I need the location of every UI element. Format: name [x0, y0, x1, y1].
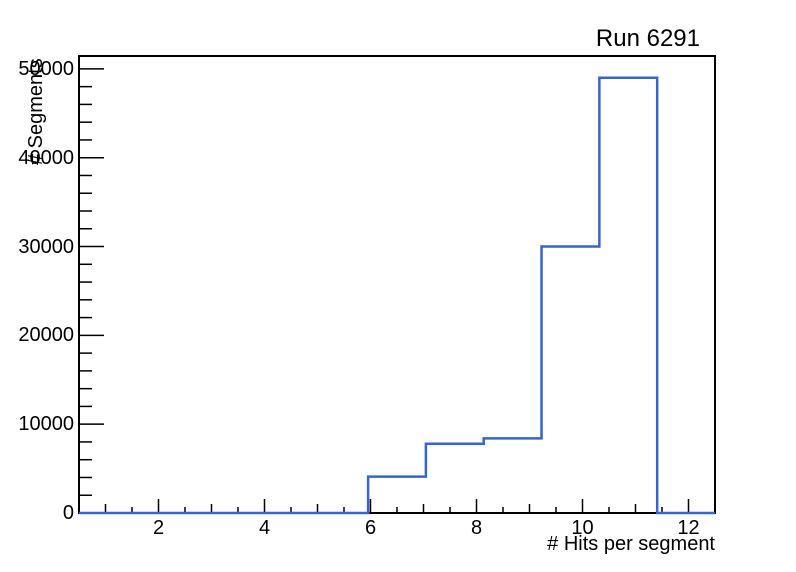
y-tick-label: 20000: [18, 324, 74, 347]
chart-title: Run 6291: [595, 25, 700, 52]
y-tick-label: 40000: [18, 146, 74, 169]
y-tick-label: 50000: [18, 57, 74, 80]
x-tick-label: 10: [571, 517, 594, 539]
plot-frame: [78, 55, 716, 514]
x-tick-label: 4: [258, 517, 271, 539]
x-tick-label: 8: [470, 517, 483, 539]
x-axis-ticks: [104, 499, 690, 513]
histogram-line: [79, 76, 715, 515]
x-tick-label: 6: [364, 517, 377, 539]
y-tick-label: 0: [62, 502, 74, 524]
x-axis-title: # Hits per segment: [547, 533, 715, 555]
x-tick-label: 12: [677, 517, 700, 539]
y-tick-label: 10000: [18, 413, 74, 436]
y-tick-label: 30000: [18, 235, 74, 258]
x-tick-label: 2: [152, 517, 165, 539]
y-axis-ticks: [79, 68, 104, 496]
